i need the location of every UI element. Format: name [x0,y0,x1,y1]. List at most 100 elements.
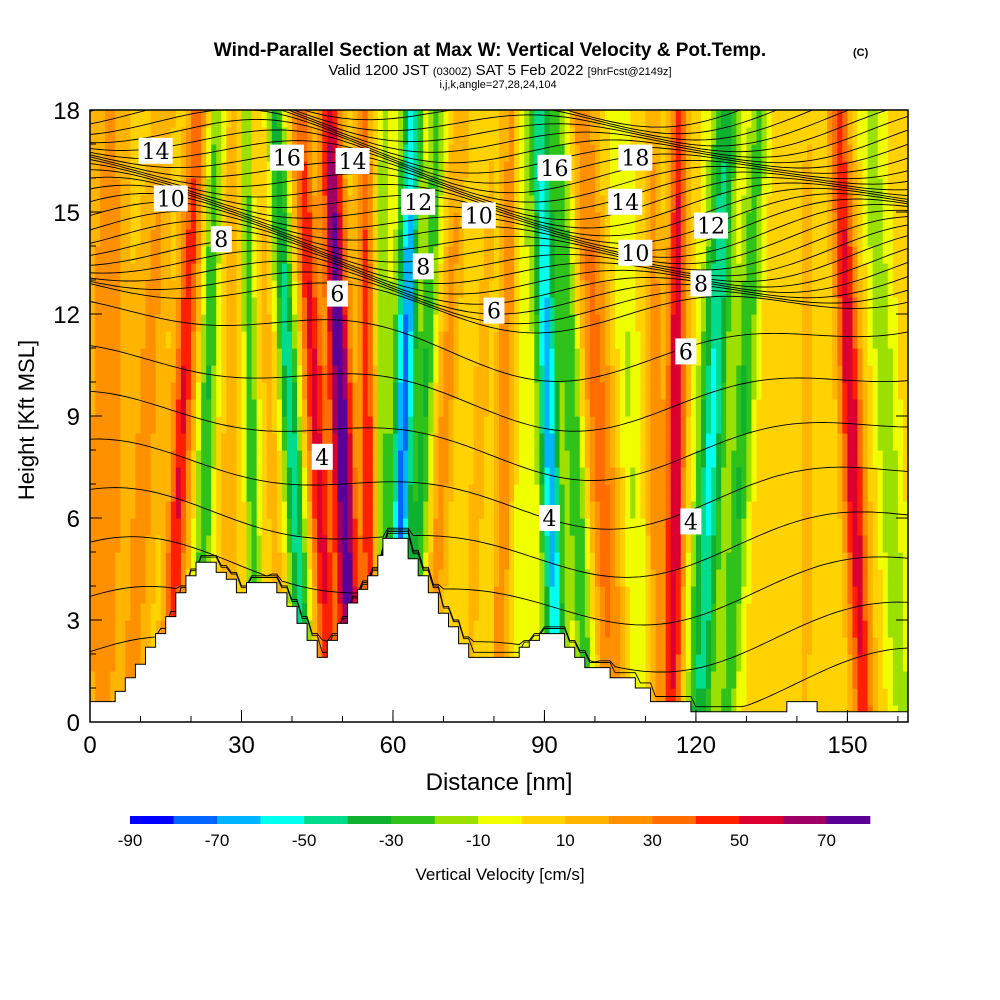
velocity-cell [524,586,530,604]
velocity-cell [721,127,727,145]
velocity-cell [584,450,591,468]
velocity-cell [190,229,197,247]
velocity-cell [670,637,677,655]
velocity-cell [433,552,440,570]
velocity-cell [675,144,682,162]
velocity-cell [226,416,232,434]
velocity-cell [493,518,500,536]
velocity-cell [509,246,515,264]
velocity-cell [655,263,662,281]
velocity-cell [473,365,480,383]
velocity-cell [276,348,283,366]
velocity-cell [499,331,505,349]
velocity-cell [443,297,450,315]
velocity-cell [751,195,758,213]
velocity-cell [680,467,687,485]
velocity-cell [256,263,263,281]
velocity-cell [756,331,763,349]
velocity-cell [761,212,768,230]
velocity-cell [650,246,657,264]
velocity-cell [640,518,647,536]
velocity-cell [226,212,232,230]
velocity-cell [352,195,359,213]
velocity-cell [756,348,763,366]
velocity-cell [640,348,647,366]
velocity-cell [761,433,768,451]
velocity-cell [453,331,460,349]
velocity-cell [665,484,672,502]
velocity-cell [403,229,409,247]
velocity-cell [463,586,470,604]
velocity-cell [695,450,702,468]
velocity-cell [771,127,778,145]
velocity-cell [786,671,793,689]
velocity-cell [534,280,540,298]
velocity-cell [332,144,339,162]
velocity-cell [559,127,566,145]
velocity-cell [599,348,606,366]
velocity-cell [382,348,389,366]
velocity-cell [216,501,222,519]
velocity-cell [488,501,495,519]
velocity-cell [246,144,253,162]
velocity-cell [746,552,753,570]
velocity-cell [721,671,727,689]
velocity-cell [175,331,182,349]
velocity-cell [741,161,748,179]
velocity-cell [468,331,475,349]
velocity-cell [110,603,116,621]
velocity-cell [488,365,495,383]
velocity-cell [625,212,631,230]
velocity-cell [367,127,374,145]
velocity-cell [493,535,500,553]
velocity-cell [246,331,253,349]
velocity-cell [488,144,495,162]
velocity-cell [352,569,359,587]
velocity-cell [201,348,207,366]
velocity-cell [685,586,692,604]
velocity-cell [115,467,121,485]
velocity-cell [660,161,667,179]
velocity-cell [408,365,414,383]
velocity-cell [549,297,556,315]
velocity-cell [120,195,126,213]
velocity-cell [529,127,535,145]
velocity-cell [281,127,288,145]
velocity-cell [413,127,419,145]
velocity-cell [418,297,424,315]
velocity-cell [741,144,748,162]
velocity-cell [367,110,374,128]
velocity-cell [438,246,445,264]
velocity-cell [458,603,465,621]
velocity-cell [519,246,525,264]
velocity-cell [660,518,667,536]
velocity-cell [741,331,748,349]
velocity-cell [438,161,445,179]
velocity-cell [180,246,187,264]
velocity-cell [433,416,440,434]
velocity-cell [438,535,445,553]
velocity-cell [700,433,707,451]
velocity-cell [675,637,682,655]
velocity-cell [105,280,111,298]
velocity-cell [175,263,182,281]
velocity-cell [509,127,515,145]
velocity-cell [615,450,621,468]
velocity-cell [180,144,187,162]
velocity-cell [731,348,737,366]
velocity-cell [155,586,162,604]
velocity-cell [418,501,424,519]
velocity-cell [680,382,687,400]
velocity-cell [372,314,379,332]
velocity-cell [453,127,460,145]
velocity-cell [387,297,394,315]
velocity-cell [196,297,202,315]
velocity-cell [251,229,258,247]
velocity-cell [438,450,445,468]
velocity-cell [746,671,753,689]
velocity-cell [680,297,687,315]
velocity-cell [185,297,192,315]
velocity-cell [221,331,227,349]
velocity-cell [781,331,788,349]
velocity-cell [579,637,586,655]
